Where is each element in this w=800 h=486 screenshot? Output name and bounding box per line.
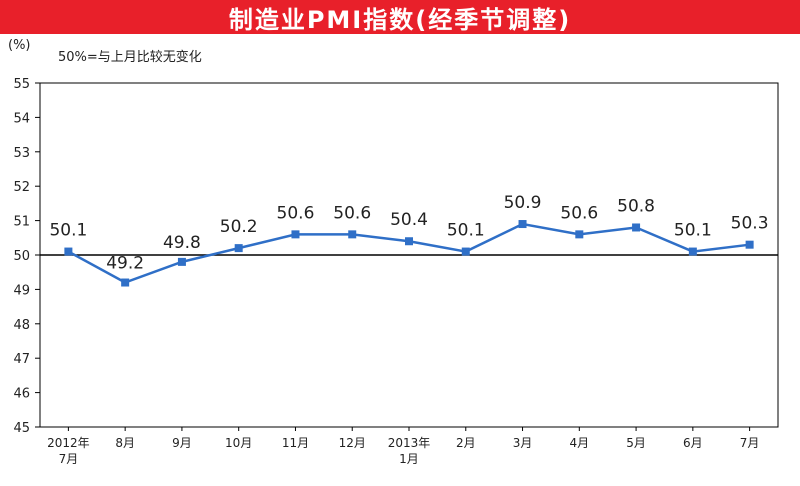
- title-banner: 制造业PMI指数(经季节调整): [0, 0, 800, 34]
- x-tick-label: 9月: [172, 436, 192, 450]
- y-tick-label: 45: [13, 421, 30, 436]
- data-point: [745, 240, 754, 249]
- data-label: 50.1: [447, 221, 485, 241]
- data-label: 50.8: [617, 196, 655, 216]
- data-label: 50.1: [49, 221, 87, 241]
- data-point: [177, 257, 186, 266]
- x-tick-label: 8月: [115, 436, 135, 450]
- y-tick-label: 55: [13, 77, 30, 92]
- chart-note: 50%=与上月比较无变化: [58, 50, 202, 65]
- data-point: [688, 247, 697, 256]
- data-point: [405, 237, 413, 246]
- y-tick-label: 54: [13, 111, 30, 126]
- y-tick-label: 49: [13, 283, 30, 298]
- data-label: 50.2: [220, 217, 258, 237]
- x-tick-label: 12月: [339, 436, 366, 450]
- data-point: [575, 230, 584, 239]
- data-label: 50.6: [560, 203, 598, 223]
- data-label: 50.3: [731, 214, 769, 234]
- x-tick-label: 2012年: [47, 436, 90, 450]
- x-tick-label: 10月: [225, 436, 252, 450]
- data-label: 50.9: [504, 193, 542, 213]
- x-tick-label: 7月: [59, 452, 79, 466]
- data-point: [121, 278, 130, 287]
- x-tick-label: 2月: [456, 436, 476, 450]
- x-tick-label: 11月: [282, 436, 309, 450]
- y-tick-label: 46: [13, 387, 30, 402]
- y-tick-label: 53: [13, 146, 30, 161]
- x-tick-label: 2013年: [388, 436, 431, 450]
- x-tick-label: 6月: [683, 436, 703, 450]
- x-tick-label: 5月: [626, 436, 646, 450]
- y-tick-label: 52: [13, 180, 30, 195]
- data-label: 50.4: [390, 210, 428, 230]
- y-tick-label: 47: [13, 352, 30, 367]
- chart-title: 制造业PMI指数(经季节调整): [228, 5, 572, 34]
- data-point: [64, 247, 73, 256]
- data-point: [234, 244, 243, 253]
- data-label: 50.1: [674, 221, 712, 241]
- data-label: 50.6: [333, 203, 371, 223]
- x-tick-label: 7月: [740, 436, 760, 450]
- x-tick-label: 4月: [569, 436, 589, 450]
- y-axis-unit: (%): [8, 38, 31, 53]
- data-label: 49.8: [163, 233, 201, 253]
- y-tick-label: 48: [13, 318, 30, 333]
- data-point: [461, 247, 470, 256]
- data-label: 49.2: [106, 254, 144, 274]
- y-tick-label: 51: [13, 215, 30, 230]
- data-point: [291, 230, 300, 239]
- data-point: [632, 223, 641, 232]
- data-label: 50.6: [277, 203, 315, 223]
- y-tick-label: 50: [13, 249, 30, 264]
- data-point: [348, 230, 357, 239]
- data-point: [518, 220, 527, 229]
- x-tick-label: 1月: [399, 452, 419, 466]
- x-tick-label: 3月: [513, 436, 533, 450]
